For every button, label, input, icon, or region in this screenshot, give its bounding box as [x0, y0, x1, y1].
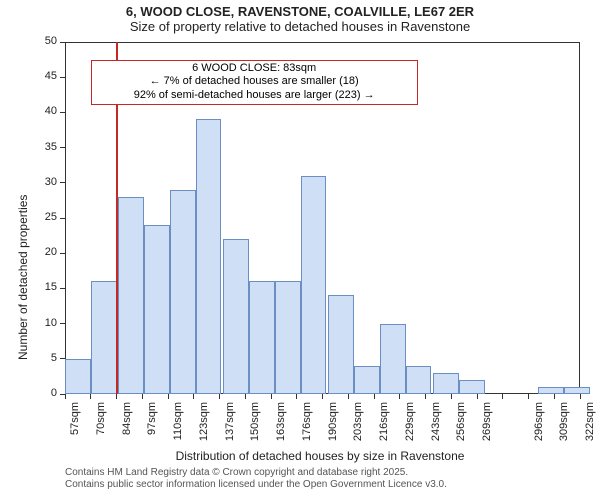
histogram-bar — [118, 197, 144, 394]
x-tick-mark — [580, 394, 581, 399]
x-tick-mark — [142, 394, 143, 399]
y-tick-mark — [60, 147, 65, 148]
footer: Contains HM Land Registry data © Crown c… — [65, 467, 447, 491]
y-tick-label: 50 — [27, 35, 57, 47]
x-tick-mark — [296, 394, 297, 399]
histogram-bar — [564, 387, 590, 394]
x-tick-mark — [193, 394, 194, 399]
histogram-bar — [538, 387, 564, 394]
y-tick-mark — [60, 288, 65, 289]
chart-container: 6, WOOD CLOSE, RAVENSTONE, COALVILLE, LE… — [0, 0, 600, 500]
x-tick-mark — [451, 394, 452, 399]
x-tick-mark — [374, 394, 375, 399]
x-tick-mark — [502, 394, 503, 399]
histogram-bar — [65, 359, 91, 394]
plot-area: 0510152025303540455057sqm70sqm84sqm97sqm… — [65, 42, 580, 394]
y-axis-label: Number of detached properties — [16, 195, 30, 360]
y-tick-mark — [60, 323, 65, 324]
property-callout: 6 WOOD CLOSE: 83sqm← 7% of detached hous… — [91, 60, 418, 105]
x-tick-mark — [399, 394, 400, 399]
y-tick-label: 40 — [27, 105, 57, 117]
histogram-bar — [144, 225, 170, 394]
footer-line-1: Contains HM Land Registry data © Crown c… — [65, 467, 447, 479]
histogram-bar — [196, 119, 222, 394]
y-tick-mark — [60, 218, 65, 219]
y-tick-label: 45 — [27, 70, 57, 82]
y-tick-mark — [60, 77, 65, 78]
title-line-1: 6, WOOD CLOSE, RAVENSTONE, COALVILLE, LE… — [0, 4, 600, 19]
histogram-bar — [380, 324, 406, 394]
chart-titles: 6, WOOD CLOSE, RAVENSTONE, COALVILLE, LE… — [0, 4, 600, 34]
x-tick-mark — [425, 394, 426, 399]
histogram-bar — [301, 176, 327, 394]
x-tick-mark — [245, 394, 246, 399]
y-tick-label: 30 — [27, 176, 57, 188]
y-tick-mark — [60, 42, 65, 43]
y-tick-label: 20 — [27, 246, 57, 258]
x-tick-mark — [168, 394, 169, 399]
x-tick-mark — [116, 394, 117, 399]
histogram-bar — [354, 366, 380, 394]
histogram-bar — [223, 239, 249, 394]
y-tick-mark — [60, 182, 65, 183]
histogram-bar — [170, 190, 196, 394]
callout-line-1: 6 WOOD CLOSE: 83sqm — [96, 62, 413, 76]
y-tick-label: 0 — [27, 387, 57, 399]
histogram-bar — [406, 366, 432, 394]
histogram-bar — [91, 281, 117, 394]
y-tick-label: 10 — [27, 317, 57, 329]
y-tick-label: 5 — [27, 352, 57, 364]
x-tick-mark — [271, 394, 272, 399]
callout-line-2: ← 7% of detached houses are smaller (18) — [96, 75, 413, 89]
y-tick-label: 35 — [27, 141, 57, 153]
y-tick-mark — [60, 112, 65, 113]
x-tick-mark — [477, 394, 478, 399]
x-tick-mark — [65, 394, 66, 399]
x-tick-mark — [219, 394, 220, 399]
y-tick-label: 15 — [27, 281, 57, 293]
callout-line-3: 92% of semi-detached houses are larger (… — [96, 89, 413, 103]
x-tick-mark — [348, 394, 349, 399]
x-tick-mark — [554, 394, 555, 399]
histogram-bar — [328, 295, 354, 394]
histogram-bar — [459, 380, 485, 394]
y-tick-mark — [60, 253, 65, 254]
histogram-bar — [275, 281, 301, 394]
histogram-bar — [249, 281, 275, 394]
histogram-bar — [433, 373, 459, 394]
x-tick-mark — [528, 394, 529, 399]
x-tick-mark — [322, 394, 323, 399]
x-axis-label: Distribution of detached houses by size … — [0, 449, 600, 463]
title-line-2: Size of property relative to detached ho… — [0, 19, 600, 34]
x-tick-mark — [90, 394, 91, 399]
footer-line-2: Contains public sector information licen… — [65, 479, 447, 491]
y-tick-label: 25 — [27, 211, 57, 223]
